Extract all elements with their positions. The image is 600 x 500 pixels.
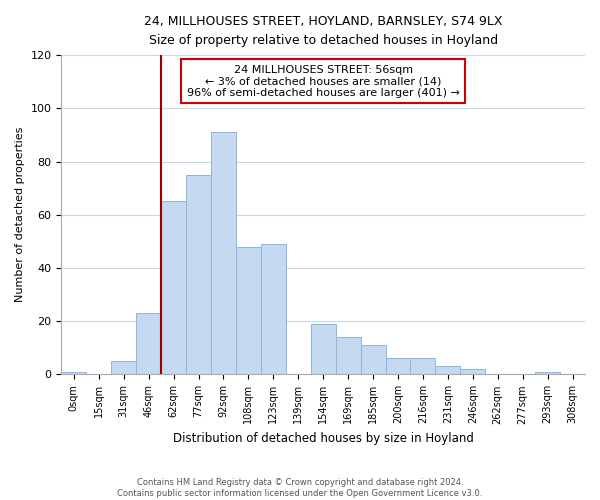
Bar [535,372,560,374]
Bar [61,372,86,374]
Bar [335,337,361,374]
Y-axis label: Number of detached properties: Number of detached properties [15,127,25,302]
Bar [136,313,161,374]
Bar [161,202,186,374]
X-axis label: Distribution of detached houses by size in Hoyland: Distribution of detached houses by size … [173,432,473,445]
Text: 24 MILLHOUSES STREET: 56sqm
← 3% of detached houses are smaller (14)
96% of semi: 24 MILLHOUSES STREET: 56sqm ← 3% of deta… [187,64,460,98]
Bar [386,358,410,374]
Bar [211,132,236,374]
Bar [311,324,335,374]
Bar [111,361,136,374]
Bar [261,244,286,374]
Bar [236,246,261,374]
Bar [361,345,386,374]
Title: 24, MILLHOUSES STREET, HOYLAND, BARNSLEY, S74 9LX
Size of property relative to d: 24, MILLHOUSES STREET, HOYLAND, BARNSLEY… [144,15,502,47]
Text: Contains HM Land Registry data © Crown copyright and database right 2024.
Contai: Contains HM Land Registry data © Crown c… [118,478,482,498]
Bar [186,175,211,374]
Bar [436,366,460,374]
Bar [460,369,485,374]
Bar [410,358,436,374]
